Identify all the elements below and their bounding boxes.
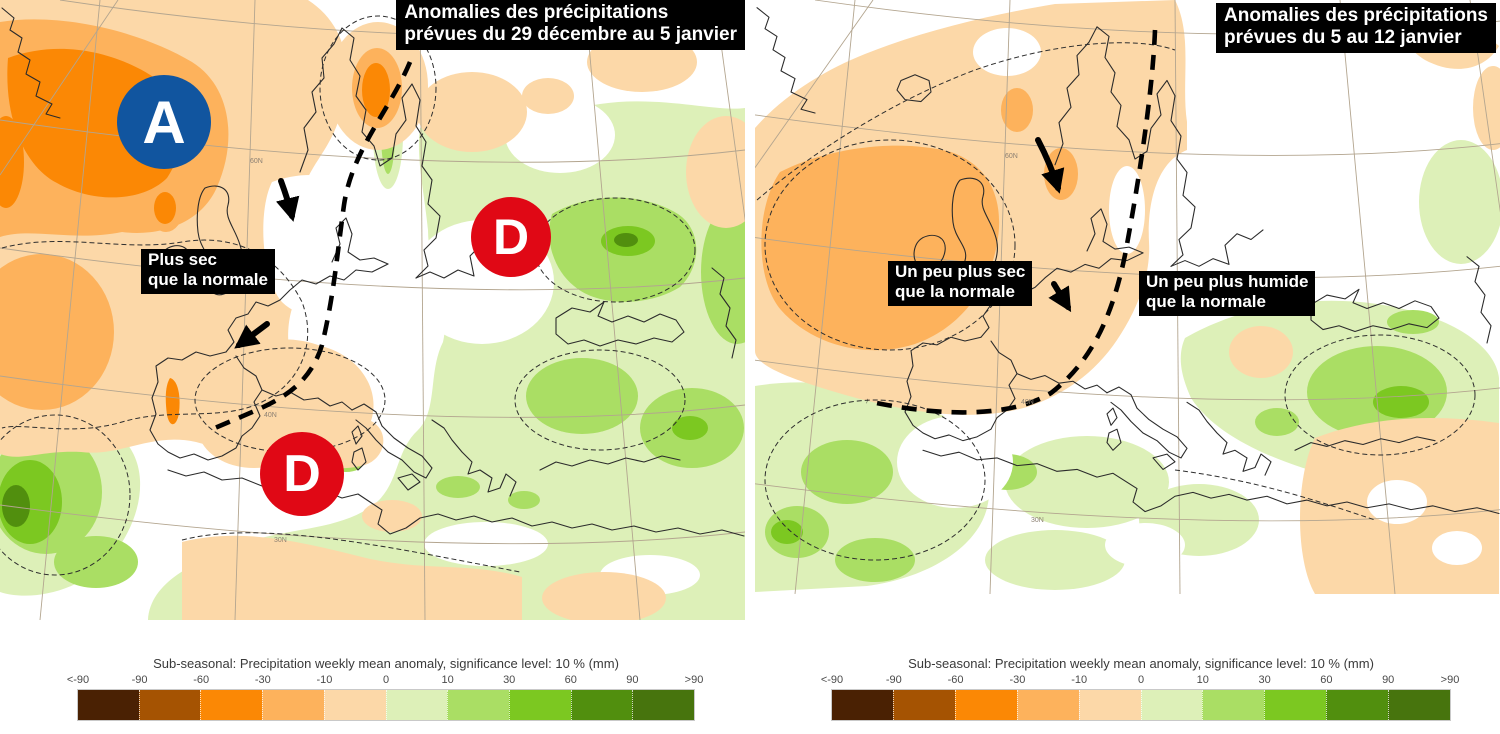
colorbar-segment xyxy=(323,690,386,720)
latitude-label: 60N xyxy=(250,158,263,165)
map-canvas-week1 xyxy=(0,0,745,620)
colorbar-tick: -90 xyxy=(885,674,902,686)
colorbar-tick: -60 xyxy=(947,674,964,686)
colorbar-tick: 30 xyxy=(1258,674,1271,686)
colorbar-tick: <-90 xyxy=(66,674,90,686)
colorbar-tick: -30 xyxy=(1009,674,1026,686)
latitude-label: 30N xyxy=(274,537,287,544)
colorbar-segment xyxy=(200,690,263,720)
colorbar-tick: 90 xyxy=(626,674,639,686)
colorbar-tick: <-90 xyxy=(820,674,844,686)
depression-letter: D xyxy=(492,209,530,265)
colorbar-tick: -60 xyxy=(193,674,210,686)
depression-badge-east: D xyxy=(471,197,551,277)
colorbar-tick: -30 xyxy=(254,674,271,686)
dry-boundary-line xyxy=(866,29,1158,415)
colorbar xyxy=(77,689,695,721)
colorbar-segment xyxy=(832,690,893,720)
colorbar-tick: 60 xyxy=(1320,674,1333,686)
latitude-label: 60N xyxy=(1005,153,1018,160)
map-panel-week2: Anomalies des précipitations prévues du … xyxy=(755,0,1500,594)
colorbar-tick: -10 xyxy=(316,674,333,686)
flow-arrow-denmark xyxy=(1048,281,1072,313)
flow-arrow-biscay xyxy=(234,321,270,349)
dry-boundary-line xyxy=(207,61,413,434)
colorbar-tick: 10 xyxy=(1196,674,1209,686)
map-canvas-week2 xyxy=(755,0,1500,594)
colorbar-segment xyxy=(954,690,1017,720)
colorbar-tick: 0 xyxy=(382,674,390,686)
colorbar-segment xyxy=(385,690,448,720)
colorbar xyxy=(831,689,1451,721)
map-title-line2: prévues du 5 au 12 janvier xyxy=(1224,26,1462,48)
colorbar-tick: 30 xyxy=(503,674,516,686)
colorbar-segment xyxy=(262,690,324,720)
colorbar-tick: 10 xyxy=(441,674,454,686)
label-line1: Plus sec xyxy=(148,250,217,269)
map-title-week1: Anomalies des précipitations prévues du … xyxy=(396,0,745,50)
legend-title: Sub-seasonal: Precipitation weekly mean … xyxy=(908,656,1374,671)
colorbar-tick: >90 xyxy=(684,674,704,686)
label-line1: Un peu plus sec xyxy=(895,262,1026,281)
label-drier-than-normal: Plus sec que la normale xyxy=(141,249,275,294)
colorbar-segment xyxy=(1016,690,1079,720)
colorbar-segment xyxy=(138,690,201,720)
legend-tick-row: <-90 -90 -60 -30 -10 0 10 30 60 90 >90 xyxy=(821,674,1460,688)
map-title-line1: Anomalies des précipitations xyxy=(1224,5,1488,26)
colorbar-tick: 90 xyxy=(1382,674,1395,686)
colorbar-segment xyxy=(1388,690,1451,720)
colorbar-legend-week2: Sub-seasonal: Precipitation weekly mean … xyxy=(821,656,1460,721)
map-title-week2: Anomalies des précipitations prévues du … xyxy=(1216,3,1496,53)
label-line2: que la normale xyxy=(895,282,1015,302)
label-line1: Un peu plus humide xyxy=(1146,272,1309,291)
colorbar-segment xyxy=(1140,690,1203,720)
colorbar-segment xyxy=(892,690,955,720)
colorbar-tick: >90 xyxy=(1440,674,1460,686)
legend-tick-row: <-90 -90 -60 -30 -10 0 10 30 60 90 >90 xyxy=(67,674,704,688)
map-panel-week1: Anomalies des précipitations prévues du … xyxy=(0,0,745,620)
map-title-line2: prévues du 29 décembre au 5 janvier xyxy=(404,23,737,45)
colorbar-segment xyxy=(78,690,139,720)
colorbar-segment xyxy=(1202,690,1265,720)
depression-letter: D xyxy=(283,445,321,503)
flow-arrow-north-sea xyxy=(275,178,300,222)
colorbar-segment xyxy=(632,690,695,720)
colorbar-segment xyxy=(1264,690,1327,720)
colorbar-segment xyxy=(1078,690,1141,720)
colorbar-legend-week1: Sub-seasonal: Precipitation weekly mean … xyxy=(67,656,704,721)
map-title-line1: Anomalies des précipitations xyxy=(404,2,669,23)
anticyclone-badge: A xyxy=(117,75,211,169)
colorbar-tick: -10 xyxy=(1071,674,1088,686)
depression-badge-south: D xyxy=(260,432,344,516)
label-slightly-drier: Un peu plus sec que la normale xyxy=(888,261,1033,306)
colorbar-segment xyxy=(447,690,509,720)
label-slightly-wetter: Un peu plus humide que la normale xyxy=(1139,271,1316,316)
colorbar-segment xyxy=(508,690,571,720)
label-line2: que la normale xyxy=(1146,292,1266,312)
latitude-label: 40N xyxy=(1021,399,1034,406)
latitude-label: 30N xyxy=(1031,517,1044,524)
colorbar-segment xyxy=(570,690,633,720)
legend-title: Sub-seasonal: Precipitation weekly mean … xyxy=(153,656,619,671)
anticyclone-letter: A xyxy=(142,88,186,156)
colorbar-tick: -90 xyxy=(131,674,148,686)
colorbar-tick: 0 xyxy=(1137,674,1145,686)
latitude-label: 40N xyxy=(264,412,277,419)
flow-arrow-scandinavia xyxy=(1035,137,1065,194)
colorbar-segment xyxy=(1326,690,1389,720)
colorbar-tick: 60 xyxy=(564,674,577,686)
label-line2: que la normale xyxy=(148,270,268,290)
